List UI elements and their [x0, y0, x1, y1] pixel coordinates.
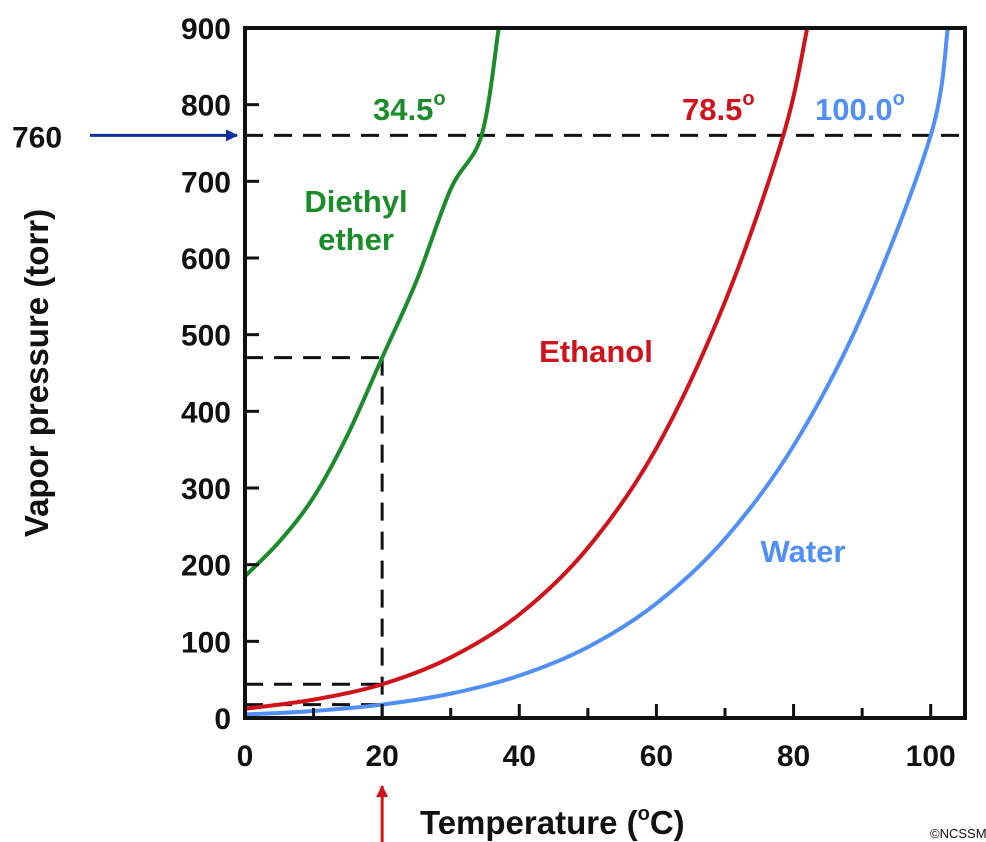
y-tick-label: 0 — [214, 703, 231, 736]
x-tick-label: 100 — [906, 740, 956, 773]
y-tick-label: 100 — [181, 626, 231, 659]
series-line-ethanol — [245, 28, 810, 711]
y-tick-label: 900 — [181, 13, 231, 46]
x-axis-title-degree: o — [638, 803, 650, 825]
series-line-diethyl-ether — [245, 28, 501, 578]
y-axis: 0 100 200 300 400 500 600 700 800 900 — [181, 13, 259, 736]
x-axis: 0 20 40 60 80 100 — [237, 704, 956, 773]
x-tick-label: 80 — [777, 740, 810, 773]
boiling-point-label-ethanol: 78.5o — [682, 88, 755, 127]
series-line-water — [245, 28, 950, 717]
boiling-point-value: 78.5 — [682, 92, 742, 127]
credit-text: ©NCSSM — [930, 826, 986, 841]
series-curves — [245, 28, 950, 717]
y-tick-label: 800 — [181, 90, 231, 123]
x-tick-label: 0 — [237, 740, 254, 773]
x-tick-label: 20 — [365, 740, 398, 773]
x-axis-title-main: Temperature ( — [420, 804, 638, 841]
series-label-ethanol: Ethanol — [539, 334, 653, 369]
degree-symbol: o — [893, 88, 905, 110]
x-axis-title: Temperature (oC) — [420, 803, 685, 841]
boiling-point-label-diethyl-ether: 34.5o — [373, 88, 446, 127]
boiling-point-label-water: 100.0o — [815, 88, 905, 127]
boiling-point-value: 34.5 — [373, 92, 433, 127]
y-tick-label: 600 — [181, 243, 231, 276]
x-tick-label: 60 — [640, 740, 673, 773]
x-tick-label: 40 — [503, 740, 536, 773]
boiling-point-value: 100.0 — [815, 92, 893, 127]
series-label-diethyl-ether: ether — [318, 222, 394, 257]
y-axis-title: Vapor pressure (torr) — [18, 209, 55, 537]
series-label-water: Water — [761, 534, 846, 569]
series-labels: Diethylether34.5oEthanol78.5oWater100.0o… — [12, 88, 905, 842]
reference-pressure-label: 760 — [12, 121, 62, 154]
degree-symbol: o — [433, 88, 445, 110]
plot-frame — [243, 26, 967, 720]
x-axis-title-unit: C) — [650, 804, 685, 841]
y-tick-label: 700 — [181, 166, 231, 199]
reference-lines — [245, 133, 965, 718]
y-tick-label: 200 — [181, 550, 231, 583]
y-tick-label: 300 — [181, 473, 231, 506]
y-tick-label: 400 — [181, 396, 231, 429]
y-tick-label: 500 — [181, 320, 231, 353]
series-label-diethyl-ether: Diethyl — [304, 184, 407, 219]
degree-symbol: o — [742, 88, 754, 110]
